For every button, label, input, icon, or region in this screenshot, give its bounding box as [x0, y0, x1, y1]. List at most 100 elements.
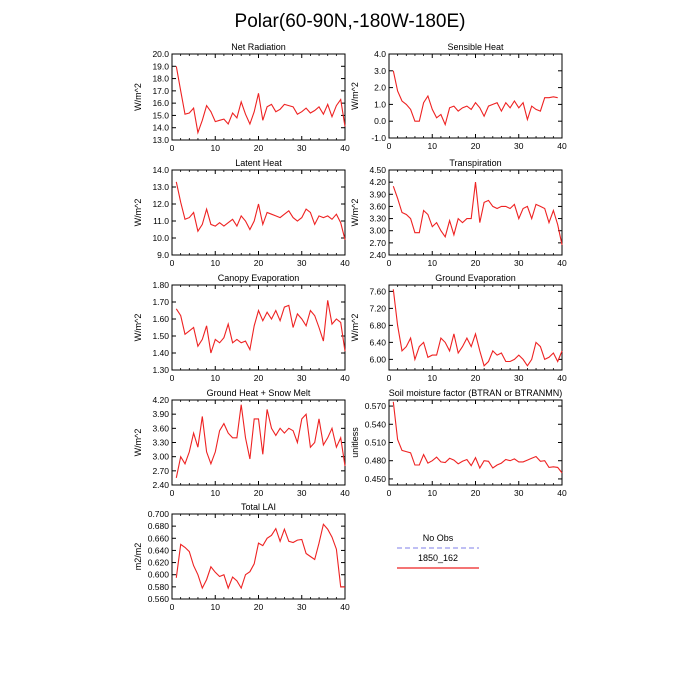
y-tick-label: 0.540 [365, 419, 387, 429]
x-tick-label: 0 [170, 143, 175, 153]
series-line [392, 70, 558, 127]
y-tick-label: 2.70 [369, 238, 386, 248]
panel-6: Ground Heat + Snow Melt 0 10 20 30 40 2.40 2.70… [133, 388, 350, 498]
x-tick-label: 30 [297, 258, 307, 268]
x-tick-label: 40 [557, 141, 567, 151]
y-tick-label: 1.70 [152, 297, 169, 307]
y-tick-label: 1.80 [152, 280, 169, 290]
y-tick-label: 13.0 [152, 135, 169, 145]
y-tick-label: 9.0 [157, 250, 169, 260]
panel-0: Net Radiation 0 10 20 30 40 13.0 14.0 15.0 16.0 17… [133, 42, 350, 153]
y-tick-label: 0.700 [148, 509, 170, 519]
x-tick-label: 20 [471, 488, 481, 498]
y-tick-label: 3.30 [369, 214, 386, 224]
x-tick-label: 10 [428, 258, 438, 268]
x-tick-label: 30 [297, 143, 307, 153]
x-tick-label: 40 [557, 488, 567, 498]
y-tick-label: 0.680 [148, 521, 170, 531]
y-tick-label: 2.40 [152, 480, 169, 490]
y-tick-label: 10.0 [152, 233, 169, 243]
x-tick-label: 20 [471, 141, 481, 151]
series-line [392, 182, 563, 246]
x-tick-label: 0 [170, 488, 175, 498]
x-tick-label: 0 [387, 258, 392, 268]
figure-title: Polar(60-90N,-180W-180E) [235, 11, 466, 32]
y-tick-label: 3.90 [152, 409, 169, 419]
y-tick-label: 14.0 [152, 123, 169, 133]
y-tick-label: 4.50 [369, 165, 386, 175]
y-tick-label: 3.60 [152, 423, 169, 433]
y-axis-label: W/m^2 [133, 314, 143, 342]
y-tick-label: 7.60 [369, 286, 386, 296]
x-tick-label: 0 [170, 258, 175, 268]
legend-entry-label-0: No Obs [423, 533, 454, 543]
y-axis-label: m2/m2 [133, 543, 143, 571]
y-tick-label: 0.480 [365, 456, 387, 466]
x-tick-label: 10 [428, 373, 438, 383]
y-tick-label: 11.0 [153, 216, 169, 226]
y-tick-label: 1.0 [374, 99, 386, 109]
y-tick-label: 0.660 [148, 533, 170, 543]
y-tick-label: 6.00 [369, 354, 386, 364]
x-tick-label: 0 [170, 373, 175, 383]
series-line [175, 404, 346, 479]
plot-frame [171, 399, 346, 486]
y-tick-label: 3.90 [369, 189, 386, 199]
plot-frame [388, 399, 563, 486]
x-tick-label: 40 [340, 488, 350, 498]
panel-title-4: Canopy Evaporation [218, 273, 300, 283]
y-tick-label: 7.20 [369, 303, 386, 313]
plot-frame [171, 169, 346, 256]
y-tick-label: 0.0 [374, 116, 386, 126]
y-tick-label: 14.0 [152, 165, 169, 175]
y-tick-label: 20.0 [152, 49, 169, 59]
x-tick-label: 40 [340, 373, 350, 383]
panel-title-8: Total LAI [241, 502, 276, 512]
y-tick-label: 13.0 [152, 182, 169, 192]
y-axis-label: W/m^2 [350, 314, 360, 342]
y-tick-label: 1.30 [152, 365, 169, 375]
y-tick-label: 3.00 [152, 452, 169, 462]
panel-title-5: Ground Evaporation [435, 273, 516, 283]
y-axis-label: W/m^2 [133, 199, 143, 227]
x-tick-label: 40 [340, 258, 350, 268]
y-tick-label: -1.0 [371, 133, 386, 143]
x-tick-label: 0 [170, 602, 175, 612]
x-tick-label: 20 [254, 373, 264, 383]
y-tick-label: 1.40 [152, 348, 169, 358]
x-tick-label: 10 [211, 143, 221, 153]
x-tick-label: 20 [254, 258, 264, 268]
y-tick-label: 3.60 [369, 201, 386, 211]
y-tick-label: 0.640 [148, 545, 170, 555]
x-tick-label: 10 [211, 602, 221, 612]
y-tick-label: 16.0 [152, 98, 169, 108]
y-tick-label: 1.50 [152, 331, 169, 341]
panel-7: Soil moisture factor (BTRAN or BTRANMN)0… [350, 388, 567, 498]
series-line [392, 401, 563, 474]
y-axis-label: unitless [350, 427, 360, 458]
y-tick-label: 0.560 [148, 594, 170, 604]
x-tick-label: 20 [471, 258, 481, 268]
y-tick-label: 0.580 [148, 582, 170, 592]
plot-frame [388, 53, 563, 139]
series-line [175, 181, 346, 240]
y-tick-label: 0.510 [365, 438, 387, 448]
legend-entry-label-1: 1850_162 [418, 553, 458, 563]
panels: Net Radiation 0 10 20 30 40 13.0 14.0 15.0 16.0 17… [133, 42, 567, 612]
y-axis-label: W/m^2 [350, 82, 360, 110]
y-tick-label: 18.0 [152, 74, 169, 84]
y-tick-label: 6.40 [369, 337, 386, 347]
panel-title-1: Sensible Heat [447, 42, 504, 52]
panel-3: Transpiration 0 10 20 30 40 2.40 2.70 3.00 3.30 3.… [350, 158, 567, 268]
panel-4: Canopy Evaporation 0 10 20 30 40 1.30 1.40 1.50 1… [133, 273, 350, 383]
y-tick-label: 4.0 [374, 49, 386, 59]
y-tick-label: 2.40 [369, 250, 386, 260]
x-tick-label: 40 [557, 373, 567, 383]
y-tick-label: 0.600 [148, 570, 170, 580]
x-tick-label: 10 [211, 258, 221, 268]
y-tick-label: 2.0 [374, 83, 386, 93]
panel-title-6: Ground Heat + Snow Melt [207, 388, 311, 398]
x-tick-label: 0 [387, 373, 392, 383]
panel-title-3: Transpiration [449, 158, 501, 168]
